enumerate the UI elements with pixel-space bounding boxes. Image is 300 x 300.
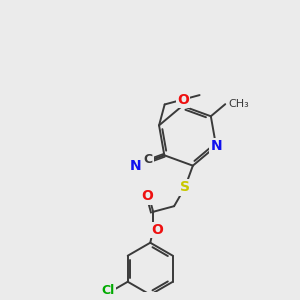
Text: N: N	[210, 139, 222, 153]
Text: C: C	[144, 153, 153, 166]
Text: O: O	[152, 223, 164, 237]
Text: Cl: Cl	[102, 284, 115, 297]
Text: S: S	[180, 180, 190, 194]
Text: N: N	[130, 159, 142, 173]
Text: CH₃: CH₃	[229, 99, 250, 109]
Text: O: O	[142, 189, 154, 203]
Text: O: O	[177, 93, 189, 106]
